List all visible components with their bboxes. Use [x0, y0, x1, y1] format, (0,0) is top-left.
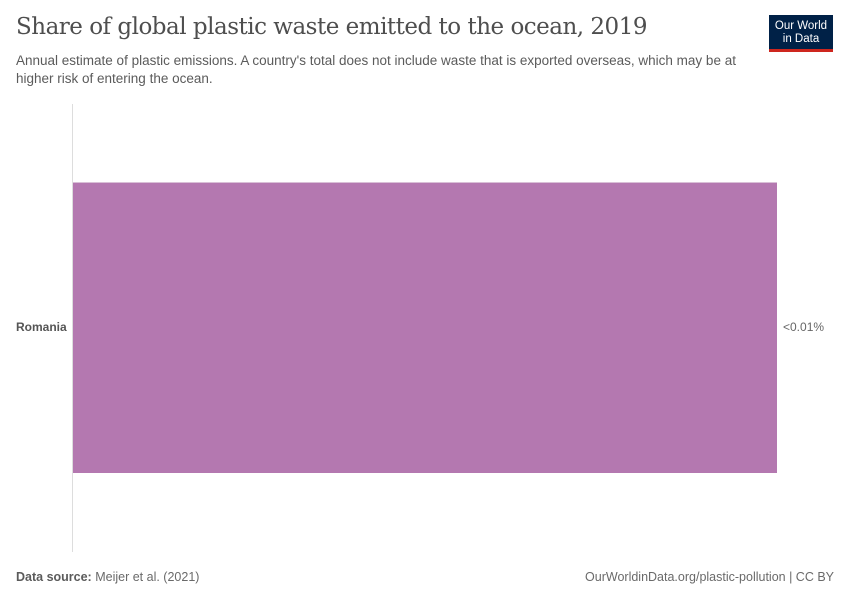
data-source-label: Data source: [16, 570, 92, 584]
bar-top-edge [73, 182, 777, 183]
logo-line-2: in Data [782, 33, 820, 45]
y-axis-line [72, 104, 73, 552]
owid-logo[interactable]: Our World in Data [769, 15, 833, 52]
url-license-link[interactable]: OurWorldinData.org/plastic-pollution | C… [585, 570, 834, 584]
value-label: <0.01% [783, 320, 825, 334]
chart-title: Share of global plastic waste emitted to… [16, 14, 647, 40]
data-source-link[interactable]: Meijer et al. (2021) [95, 570, 200, 584]
chart-subtitle: Annual estimate of plastic emissions. A … [16, 53, 736, 86]
data-source: Data source: Meijer et al. (2021) [16, 570, 199, 584]
category-label: Romania [16, 320, 67, 334]
logo-line-1: Our World [774, 20, 828, 32]
bar-romania[interactable] [73, 182, 777, 473]
